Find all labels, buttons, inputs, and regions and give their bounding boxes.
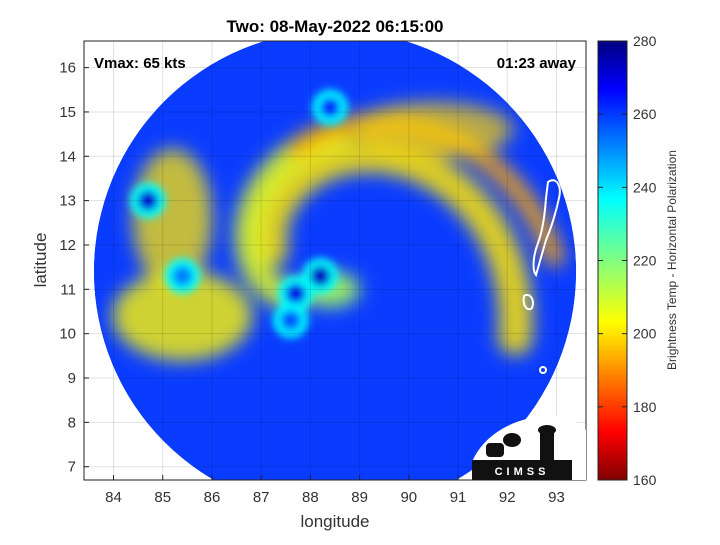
y-tick-label: 13 xyxy=(59,193,76,210)
colorbar-tick-label: 240 xyxy=(633,179,657,195)
island-contour-5 xyxy=(577,410,583,416)
colorbar-tick-label: 160 xyxy=(633,472,657,488)
y-tick-label: 10 xyxy=(59,326,76,343)
x-tick-label: 86 xyxy=(204,489,221,506)
colorbar-tick-label: 200 xyxy=(633,326,657,342)
island-contour-3 xyxy=(539,366,547,374)
northeast-band-patch xyxy=(353,101,514,158)
x-tick-label: 91 xyxy=(450,489,467,506)
vmax-annotation: Vmax: 65 kts xyxy=(94,55,186,72)
logo-dish-right xyxy=(503,433,521,447)
cold-core-4 xyxy=(280,310,301,331)
logo-building xyxy=(472,460,572,480)
convective-cores xyxy=(129,89,349,339)
colorbar-tick-label: 260 xyxy=(633,106,657,122)
colorbar-tick-label: 180 xyxy=(633,399,657,415)
x-tick-label: 85 xyxy=(154,489,171,506)
cold-core-5 xyxy=(320,97,341,118)
y-tick-label: 11 xyxy=(60,281,76,298)
x-tick-label: 89 xyxy=(351,489,368,506)
colorbar-tick-label: 220 xyxy=(633,253,657,269)
y-axis-label: latitude xyxy=(31,233,50,288)
cold-core-1 xyxy=(310,266,331,287)
logo-tower xyxy=(540,432,554,460)
colorbar-tick-label: 280 xyxy=(633,33,657,49)
western-band-patch xyxy=(112,270,253,361)
x-axis-label: longitude xyxy=(300,512,369,531)
time-away-annotation: 01:23 away xyxy=(497,55,577,72)
y-tick-label: 7 xyxy=(68,459,76,476)
y-tick-label: 8 xyxy=(68,414,76,431)
axes-frame xyxy=(83,40,587,481)
y-tick-label: 16 xyxy=(59,60,76,77)
inner-rain-band xyxy=(234,122,352,311)
chart-title: Two: 08-May-2022 06:15:00 xyxy=(226,17,443,36)
x-tick-label: 92 xyxy=(499,489,516,506)
x-tick-label: 90 xyxy=(400,489,417,506)
outer-rain-band xyxy=(253,138,533,356)
logo-dish-left xyxy=(486,443,504,457)
y-tick-label: 9 xyxy=(68,370,76,387)
x-tick-label: 87 xyxy=(253,489,270,506)
x-tick-label: 93 xyxy=(548,489,565,506)
cold-core-3 xyxy=(137,190,158,211)
colorbar-label: Brightness Temp - Horizontal Polarizatio… xyxy=(665,150,679,370)
x-tick-label: 88 xyxy=(302,489,319,506)
y-tick-label: 12 xyxy=(59,237,76,254)
y-tick-label: 15 xyxy=(59,104,76,121)
brightness-temp-field xyxy=(93,41,583,480)
cold-core-2 xyxy=(285,283,306,304)
y-tick-label: 14 xyxy=(59,148,76,165)
andaman-islands-contour xyxy=(532,179,561,278)
cold-core-6 xyxy=(172,266,193,287)
logo-text: CIMSS xyxy=(495,466,550,478)
island-contour-2 xyxy=(522,294,534,311)
colorbar-ticks: 160 180 200 220 240 260 280 xyxy=(598,33,657,488)
grid-lines xyxy=(84,41,586,480)
cimss-logo: CIMSS xyxy=(472,416,586,480)
logo-tower-top xyxy=(538,425,556,435)
x-tick-label: 84 xyxy=(105,489,122,506)
